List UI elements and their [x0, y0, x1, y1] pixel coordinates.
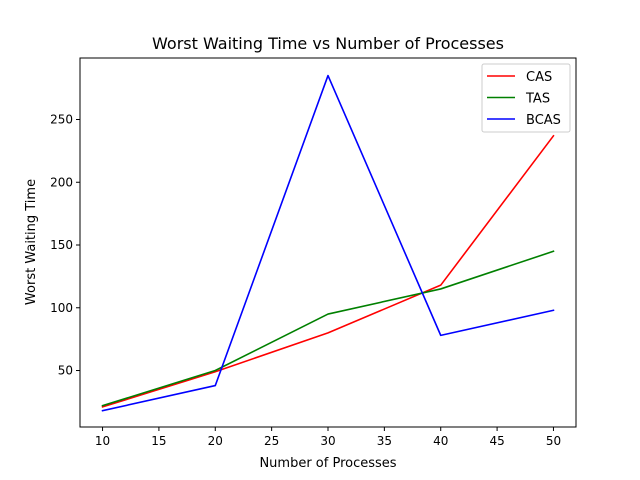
- legend-label-cas: CAS: [526, 70, 552, 85]
- chart-title: Worst Waiting Time vs Number of Processe…: [152, 34, 504, 53]
- y-axis-label: Worst Waiting Time: [24, 179, 39, 305]
- x-axis-label: Number of Processes: [259, 456, 396, 471]
- legend-label-tas: TAS: [525, 92, 550, 107]
- series-line-tas: [101, 250, 555, 407]
- x-tick-label: 35: [377, 434, 392, 448]
- y-tick-label: 100: [50, 301, 73, 315]
- x-tick-label: 20: [208, 434, 223, 448]
- legend-box: [481, 63, 571, 133]
- y-tick-label: 200: [50, 175, 73, 189]
- legend-label-bcas: BCAS: [526, 113, 561, 128]
- x-tick-label: 45: [489, 434, 504, 448]
- x-tick-label: 30: [320, 434, 335, 448]
- series-lines: [101, 74, 555, 412]
- y-tick-label: 50: [58, 364, 73, 378]
- legend: CAS TAS BCAS: [481, 63, 571, 133]
- x-tick-label: 25: [264, 434, 279, 448]
- x-axis: 10 15 20 25 30 35 40 45 50: [95, 427, 561, 448]
- series-line-bcas: [101, 74, 555, 412]
- x-tick-label: 50: [546, 434, 561, 448]
- x-tick-label: 40: [433, 434, 448, 448]
- series-line-cas: [101, 134, 555, 408]
- y-axis: 50 100 150 200 250: [50, 113, 80, 378]
- x-tick-label: 10: [95, 434, 110, 448]
- y-tick-label: 250: [50, 113, 73, 127]
- y-tick-label: 150: [50, 238, 73, 252]
- x-tick-label: 15: [151, 434, 166, 448]
